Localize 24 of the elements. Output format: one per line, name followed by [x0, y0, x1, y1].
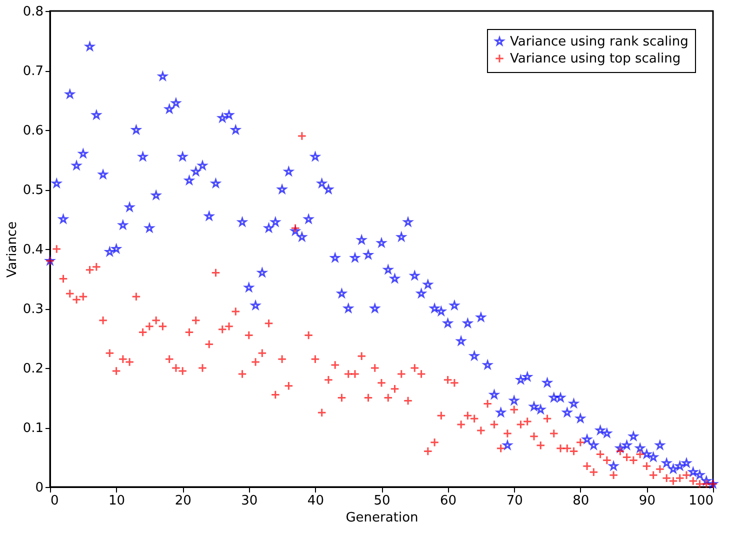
legend-label: Variance using top scaling	[510, 52, 681, 66]
y-tick-label: 0.2	[22, 362, 44, 376]
x-tick-label: 20	[174, 494, 192, 508]
y-tick-label: 0.7	[22, 64, 44, 79]
x-tick-label: 100	[688, 494, 714, 508]
x-tick-label: 90	[638, 494, 656, 508]
y-tick-label: 0.4	[22, 242, 44, 258]
y-tick-label: 0.8	[22, 4, 44, 20]
legend-label: Variance using rank scaling	[510, 34, 688, 50]
x-tick-label: 60	[440, 494, 457, 508]
y-tick-label: 0.5	[22, 183, 44, 198]
x-axis-title: Generation	[346, 510, 418, 526]
y-tick-label: 0.6	[22, 124, 44, 138]
x-tick-label: 80	[572, 494, 590, 508]
x-tick-label: 70	[506, 494, 523, 508]
x-tick-label: 50	[374, 494, 390, 508]
y-tick-label: 0.1	[22, 421, 44, 436]
x-tick-label: 30	[241, 494, 258, 508]
x-tick-label: 10	[108, 494, 126, 508]
x-tick-label: 40	[307, 494, 324, 508]
y-tick-label: 0	[35, 480, 44, 496]
y-tick-label: 0.3	[22, 302, 44, 317]
y-axis-title: Variance	[4, 221, 20, 278]
x-tick-label: 0	[50, 494, 59, 508]
